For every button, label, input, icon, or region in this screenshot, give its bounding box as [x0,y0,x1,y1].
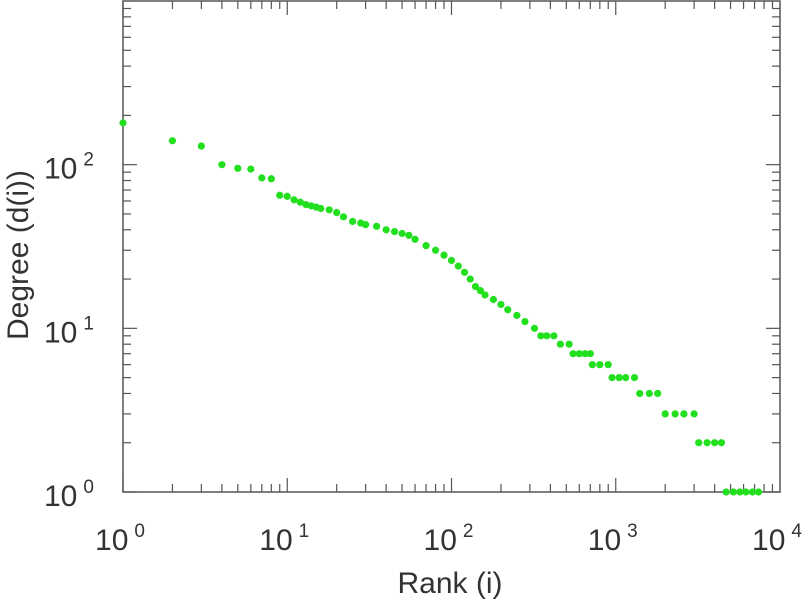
data-point [537,332,545,340]
data-point [622,374,630,382]
data-point [276,191,284,199]
data-point [431,246,440,254]
data-point [283,192,291,200]
data-point [615,374,623,382]
data-point [466,275,474,283]
data-point [604,361,612,369]
y-tick-label: 10 0 [44,477,94,513]
data-point [588,361,596,369]
data-point [481,291,489,299]
data-point [711,439,719,447]
data-point [717,439,726,447]
data-point [543,332,551,340]
y-tick-label: 10 2 [44,150,94,186]
data-point [405,231,413,239]
data-point [556,340,564,348]
data-point [382,226,390,234]
x-tick-label: 10 0 [95,521,145,557]
y-axis-label: Degree (d(i)) [2,170,35,340]
data-point [608,374,616,382]
data-point [521,317,529,326]
data-point [513,311,521,319]
data-point [197,142,205,150]
data-point [267,175,275,183]
data-point [742,488,750,496]
data-point [362,221,370,229]
data-point [471,282,480,291]
data-point [317,204,325,213]
data-point [671,410,679,418]
data-point [411,235,419,243]
data-point [398,229,406,238]
data-point [754,488,763,496]
x-axis-label: Rank (i) [397,567,502,600]
data-point [729,488,737,496]
data-point [476,287,485,295]
data-point [168,137,177,145]
data-point [680,410,688,418]
data-point [218,161,226,169]
major-ticks [122,1,780,493]
x-tick-label: 10 1 [259,521,309,557]
data-point [258,174,266,182]
data-point [722,488,730,496]
data-point [550,332,558,340]
data-points [119,119,763,496]
data-point [736,488,744,496]
data-point [489,295,498,304]
data-point [690,410,698,418]
x-tick-labels: 10 0 10 1 10 2 10 3 10 4 [95,521,802,557]
data-point [661,410,669,418]
data-point [748,488,757,496]
y-tick-label: 10 1 [44,313,94,349]
data-point [596,361,604,369]
data-point [296,198,304,206]
data-point [695,439,703,447]
data-point [636,389,644,398]
data-point [645,389,653,398]
data-point [333,208,341,217]
x-tick-label: 10 3 [588,521,638,557]
x-tick-label: 10 4 [752,521,802,557]
data-point [290,196,298,204]
data-point [339,213,348,221]
data-point [586,350,594,358]
data-point [565,340,573,348]
data-point [234,164,242,172]
data-point [575,350,583,358]
data-point [454,262,462,270]
data-point [460,268,469,276]
data-point [447,256,456,265]
data-point [422,242,430,250]
minor-ticks [123,1,780,492]
data-point [703,439,711,447]
x-tick-label: 10 2 [424,521,474,557]
data-point [569,350,577,358]
data-point [390,227,399,236]
data-point [119,119,127,127]
data-point [530,324,539,332]
data-point [630,374,639,382]
data-point [504,306,512,314]
data-point [373,222,381,230]
data-point [247,165,255,173]
data-point [440,251,448,259]
data-point [349,217,357,226]
plot-frame [122,0,781,493]
data-point [581,350,589,358]
data-point [654,389,662,398]
data-point [325,206,333,214]
data-point [497,300,505,309]
